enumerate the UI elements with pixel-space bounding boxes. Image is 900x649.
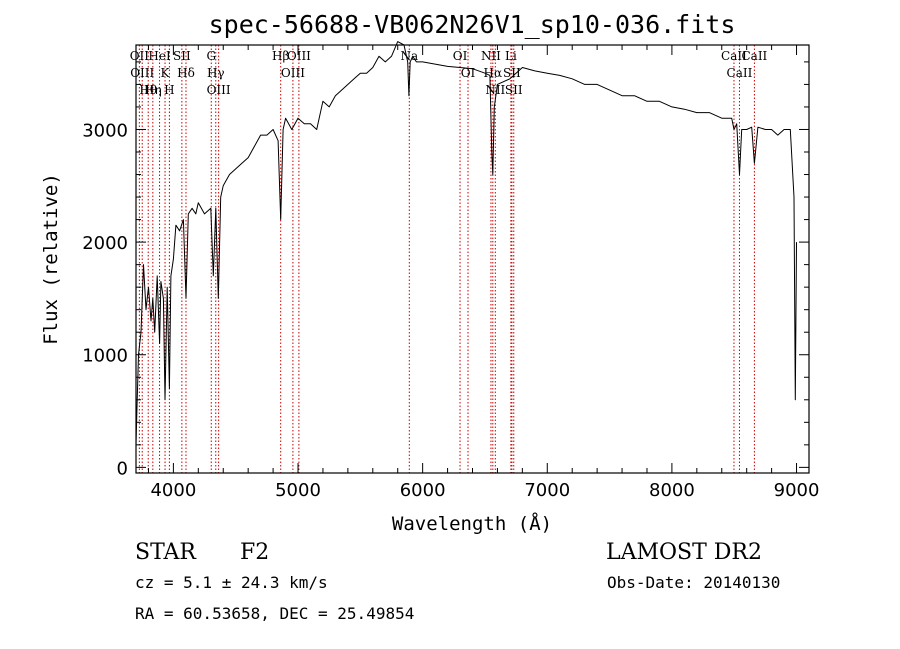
spectral-line-label: OIII <box>207 83 231 97</box>
spectral-line-label: SII <box>505 83 523 97</box>
spectral-line-label: HeI <box>148 49 171 63</box>
spectral-line-label: SII <box>173 49 191 63</box>
y-tick-label: 0 <box>117 458 128 479</box>
spectral-line-label: CaII <box>727 66 753 80</box>
obs-date: Obs-Date: 20140130 <box>607 573 780 592</box>
plot-frame <box>135 44 810 474</box>
spectral-line-label: OIII <box>130 66 154 80</box>
spectral-line-label: SII <box>503 66 521 80</box>
spectral-line-label: CaII <box>721 49 747 63</box>
spectral-line-label: Na <box>400 49 418 63</box>
x-tick-label: 9000 <box>774 480 820 501</box>
x-tick-label: 4000 <box>150 480 196 501</box>
spectral-lines-layer <box>138 45 755 473</box>
spectral-line-label: Li <box>505 49 517 63</box>
chart-title: spec-56688-VB062N26V1_sp10-036.fits <box>209 10 736 39</box>
spectral-line-label: K <box>161 66 171 80</box>
x-tick-label: 5000 <box>275 480 321 501</box>
y-axis-label: Flux (relative) <box>40 173 62 345</box>
spectral-line-label: Hγ <box>207 66 225 80</box>
spectral-line-label: CaII <box>741 49 767 63</box>
spectral-line-label: OII <box>130 49 150 63</box>
spectral-line-label: NII <box>485 83 505 97</box>
spectral-line-label: NII <box>481 49 501 63</box>
x-tick-label: 8000 <box>649 480 695 501</box>
spectral-line-label: OI <box>453 49 468 63</box>
spectral-line-label: H <box>164 83 174 97</box>
spectral-line-label: Hα <box>484 66 503 80</box>
redshift-line: cz = 5.1 ± 24.3 km/s <box>135 573 328 592</box>
spectral-line-label: G <box>206 49 216 63</box>
spectrum-series-layer <box>135 41 797 445</box>
survey-label: LAMOST DR2 <box>606 540 762 565</box>
spectrum-line <box>135 41 797 445</box>
spectral-line-label: OIII <box>281 66 305 80</box>
x-axis-label: Wavelength (Å) <box>392 512 552 535</box>
y-tick-label: 2000 <box>82 233 128 254</box>
object-subclass: F2 <box>240 540 269 565</box>
y-tick-label: 1000 <box>82 346 128 367</box>
spectral-line-label: OIII <box>287 49 311 63</box>
spectral-line-label: Hη <box>144 83 162 97</box>
spectral-line-label: Hθ <box>139 83 157 97</box>
x-tick-label: 7000 <box>524 480 570 501</box>
axes-layer: 4000 5000 6000 7000 8000 9000 0 1000 2000 3000 <box>82 44 820 501</box>
coordinates: RA = 60.53658, DEC = 25.49854 <box>135 604 414 623</box>
object-type: STAR <box>135 540 197 565</box>
spectral-line-label: Hβ <box>272 49 289 63</box>
x-tick-label: 6000 <box>400 480 446 501</box>
y-tick-label: 3000 <box>82 120 128 141</box>
spectral-line-label: OI <box>461 66 476 80</box>
spectral-line-label: Hδ <box>177 66 195 80</box>
